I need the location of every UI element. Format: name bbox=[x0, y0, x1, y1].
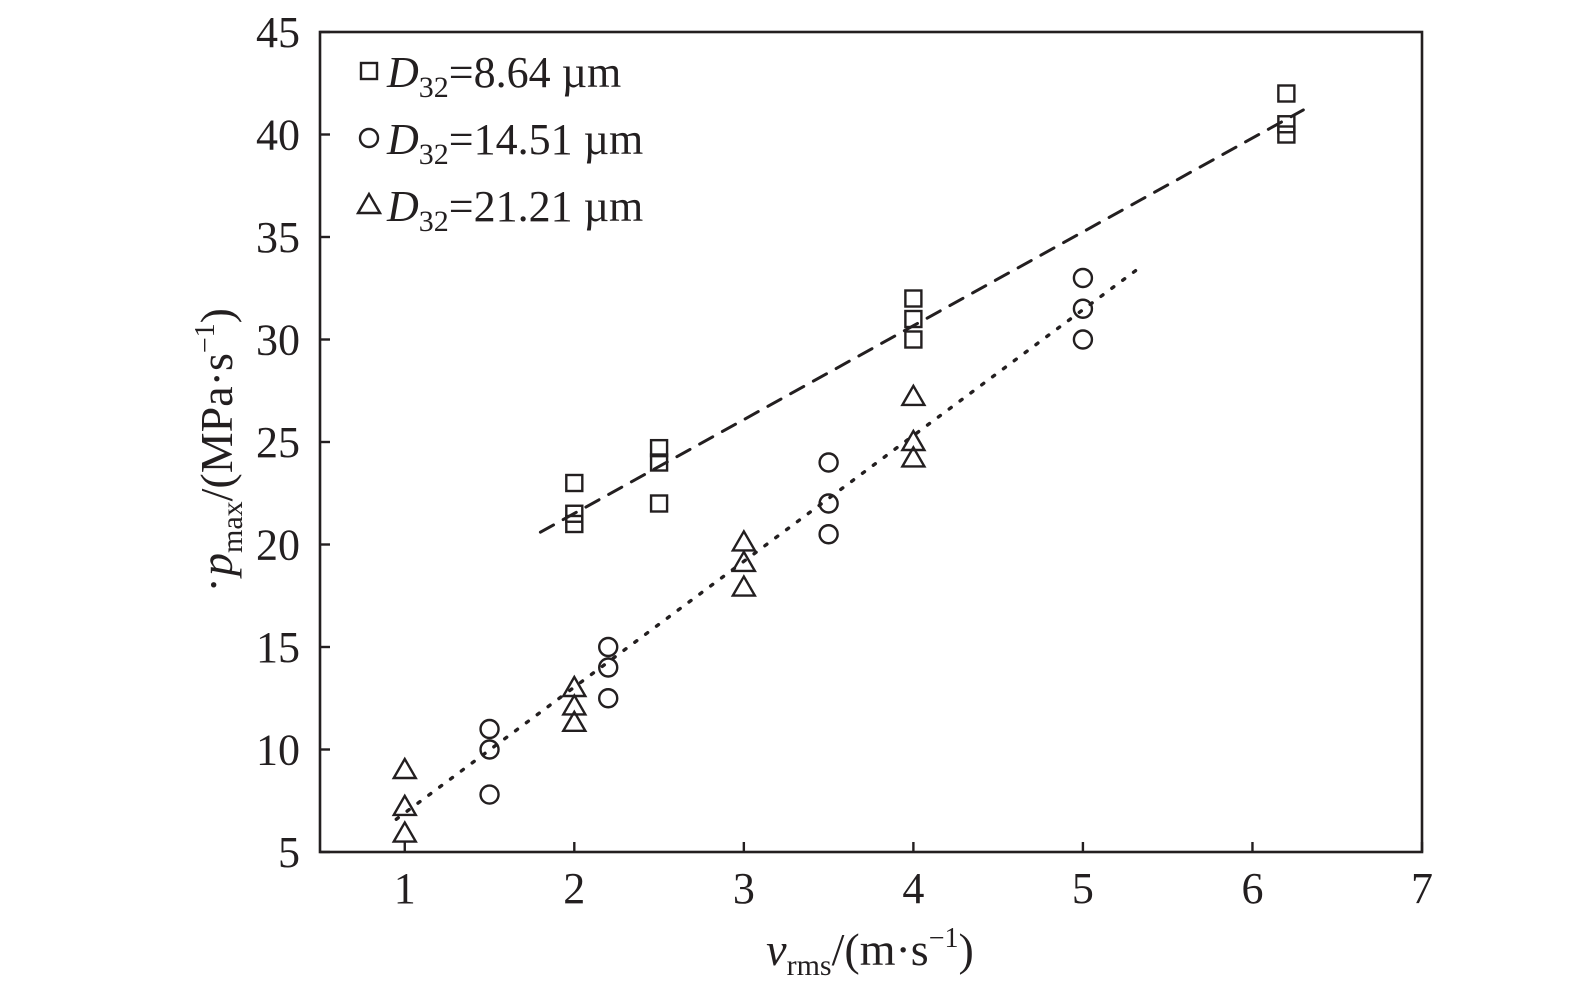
data-point-square bbox=[904, 309, 923, 329]
data-point-circle bbox=[1072, 267, 1094, 289]
y-axis-unit-post: ) bbox=[191, 308, 242, 323]
y-tick-label: 15 bbox=[256, 623, 300, 672]
y-tick-label: 30 bbox=[256, 316, 300, 365]
data-point-circle bbox=[479, 784, 500, 805]
x-axis-sub: rms bbox=[787, 949, 832, 982]
x-tick-label: 3 bbox=[733, 864, 755, 913]
y-tick-label: 5 bbox=[278, 828, 300, 877]
legend-var: D bbox=[386, 182, 419, 231]
data-points bbox=[391, 84, 1296, 843]
data-point-circle bbox=[479, 718, 500, 740]
data-point-triangle bbox=[900, 428, 927, 452]
data-point-circle bbox=[598, 636, 619, 658]
x-axis-title: vrms/(m·s−1) bbox=[766, 923, 974, 982]
data-point-circle bbox=[1072, 329, 1094, 350]
y-axis-unit-pre: /(MPa·s bbox=[191, 353, 242, 501]
data-point-triangle bbox=[561, 709, 588, 733]
fit-line-2 bbox=[394, 264, 1144, 821]
legend-value: =21.21 µm bbox=[449, 182, 643, 231]
legend-triangle-icon bbox=[355, 191, 383, 215]
data-point-triangle bbox=[900, 383, 927, 407]
y-axis-dot-accent: · bbox=[206, 559, 221, 610]
legend-circle-icon bbox=[358, 127, 380, 149]
y-tick-label: 45 bbox=[256, 8, 300, 57]
x-tick-label: 7 bbox=[1411, 864, 1433, 913]
legend-square-icon bbox=[359, 61, 379, 81]
data-point-square bbox=[565, 504, 584, 523]
data-point-triangle bbox=[561, 693, 588, 716]
data-point-circle bbox=[818, 493, 839, 514]
data-point-triangle bbox=[391, 756, 418, 780]
legend-label: D32=21.21 µm bbox=[386, 182, 643, 238]
legend-label: D32=8.64 µm bbox=[386, 48, 621, 104]
x-axis-var: v bbox=[766, 924, 787, 975]
y-tick-label: 20 bbox=[256, 521, 300, 570]
data-point-square bbox=[649, 438, 669, 458]
data-point-square bbox=[649, 453, 669, 472]
x-axis-unit-pre: /(m·s bbox=[832, 924, 929, 975]
y-tick-label: 10 bbox=[256, 726, 300, 775]
x-tick-label: 6 bbox=[1241, 864, 1263, 913]
legend-label: D32=14.51 µm bbox=[386, 115, 643, 171]
legend-value: =14.51 µm bbox=[449, 115, 643, 164]
y-axis-var: p bbox=[191, 553, 242, 579]
y-tick-label: 40 bbox=[256, 111, 300, 160]
x-tick-label: 1 bbox=[394, 864, 416, 913]
data-point-circle bbox=[598, 688, 619, 709]
legend-sub: 32 bbox=[419, 205, 449, 238]
data-point-square bbox=[1277, 84, 1296, 103]
data-point-square bbox=[565, 514, 584, 534]
data-point-triangle bbox=[730, 529, 757, 552]
x-tick-label: 2 bbox=[563, 864, 585, 913]
data-point-circle bbox=[479, 739, 500, 760]
legend-var: D bbox=[386, 48, 419, 97]
x-tick-label: 5 bbox=[1072, 864, 1094, 913]
data-point-circle bbox=[1072, 298, 1094, 319]
data-point-triangle bbox=[730, 574, 757, 597]
x-tick-label: 4 bbox=[902, 864, 924, 913]
x-axis-unit-post: ) bbox=[959, 924, 974, 975]
y-axis-title: pmax/(MPa·s−1) bbox=[190, 308, 249, 579]
legend-value: =8.64 µm bbox=[449, 48, 621, 97]
data-point-triangle bbox=[391, 820, 418, 843]
y-tick-label: 25 bbox=[256, 418, 300, 467]
data-point-square bbox=[649, 494, 669, 513]
data-point-square bbox=[565, 473, 584, 493]
data-point-square bbox=[904, 330, 923, 349]
data-point-square bbox=[1277, 125, 1296, 144]
data-point-square bbox=[1277, 115, 1296, 134]
data-point-circle bbox=[818, 452, 839, 473]
data-point-square bbox=[904, 289, 923, 308]
data-point-triangle bbox=[730, 549, 757, 573]
data-point-circle bbox=[598, 657, 619, 678]
data-point-triangle bbox=[900, 445, 927, 468]
legend-var: D bbox=[386, 115, 419, 164]
y-axis-unit-sup: −1 bbox=[190, 323, 221, 353]
x-axis-unit-sup: −1 bbox=[929, 923, 959, 954]
legend-sub: 32 bbox=[419, 138, 449, 171]
y-axis-sub: max bbox=[216, 501, 249, 553]
y-tick-label: 35 bbox=[256, 213, 300, 262]
data-point-triangle bbox=[391, 793, 418, 817]
data-point-circle bbox=[818, 524, 839, 545]
legend-sub: 32 bbox=[419, 71, 449, 104]
